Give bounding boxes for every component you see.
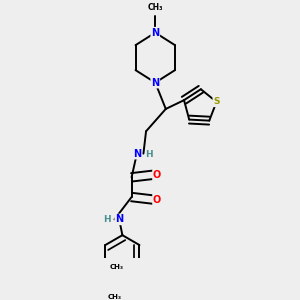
Text: H: H	[146, 151, 153, 160]
Text: N: N	[115, 214, 123, 224]
Text: N: N	[133, 148, 141, 159]
Text: O: O	[153, 170, 161, 180]
Text: CH₃: CH₃	[148, 3, 163, 12]
Text: S: S	[213, 98, 220, 106]
Text: CH₃: CH₃	[110, 264, 124, 270]
Text: O: O	[153, 195, 161, 205]
Text: N: N	[151, 28, 159, 38]
Text: N: N	[151, 78, 159, 88]
Text: CH₃: CH₃	[107, 294, 122, 300]
Text: H: H	[103, 215, 110, 224]
